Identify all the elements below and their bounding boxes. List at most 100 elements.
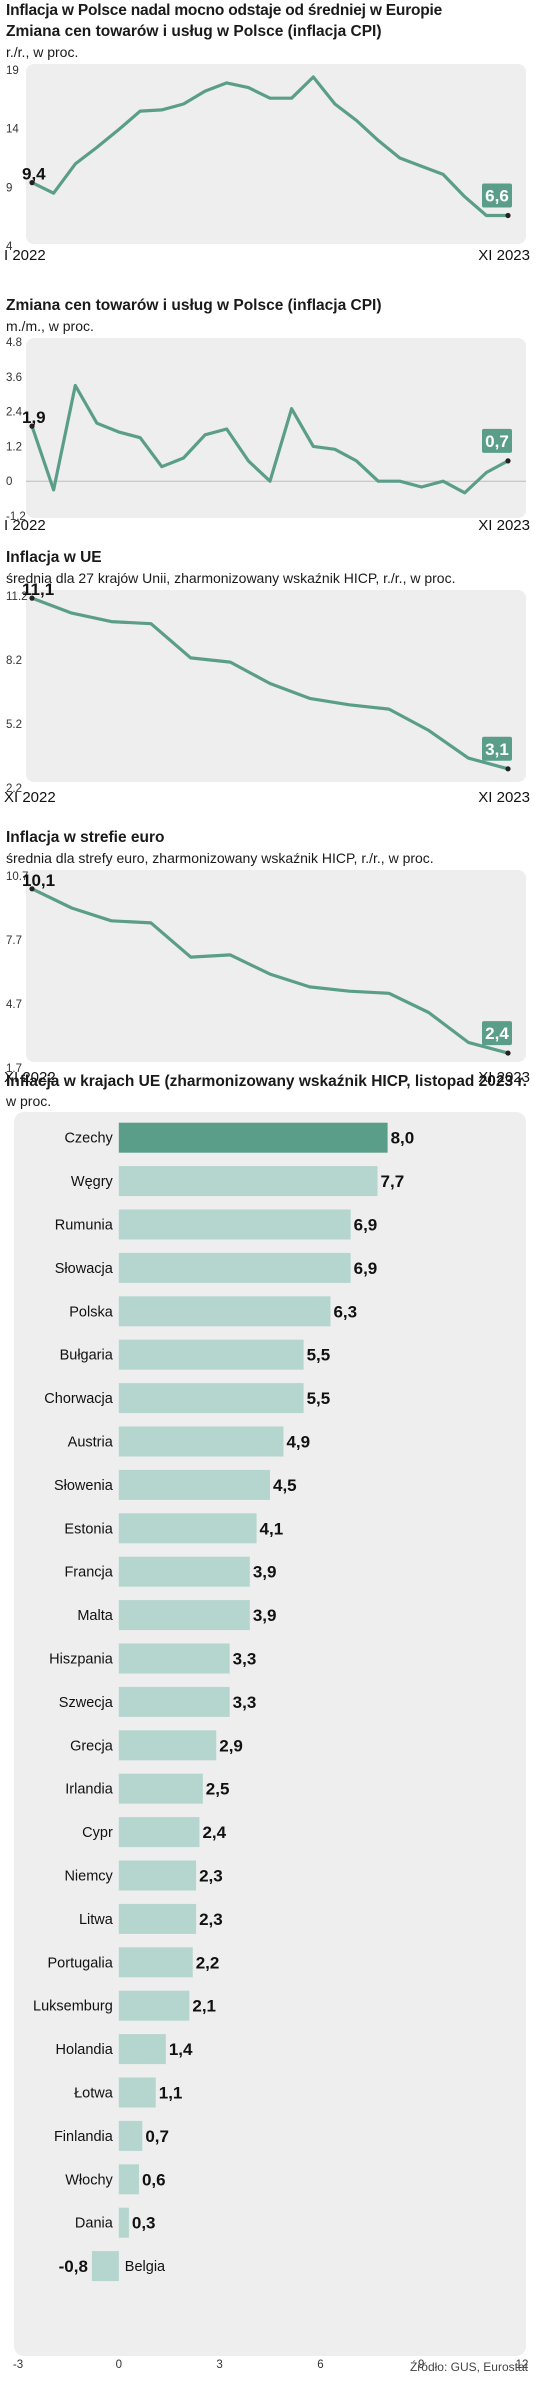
series-line [30, 887, 510, 1055]
bar [118, 1947, 193, 1978]
value-label: 3,9 [253, 1563, 277, 1582]
value-label: -0,8 [59, 2257, 88, 2276]
chart-title: Inflacja w strefie euro [6, 829, 165, 846]
category-label: Irlandia [65, 1782, 113, 1798]
y-tick-label: 8.2 [6, 655, 22, 667]
bar [118, 1426, 284, 1457]
x-end-label: XI 2023 [478, 517, 530, 534]
x-tick-label: 3 [216, 2359, 222, 2371]
value-label: 4,5 [273, 1476, 297, 1495]
chart-unit: średnia dla 27 krajów Unii, zharmonizowa… [6, 570, 456, 586]
y-tick-label: 10.7 [6, 871, 28, 883]
x-tick-label: -3 [13, 2359, 23, 2371]
y-tick-label: 4.7 [6, 999, 22, 1011]
series-line [30, 596, 510, 771]
category-label: Cypr [82, 1825, 113, 1841]
x-tick-label: 9 [418, 2359, 424, 2371]
bar [118, 1383, 304, 1414]
bar [118, 1773, 203, 1804]
category-label: Dania [75, 2216, 114, 2232]
bar [118, 1643, 230, 1674]
value-label: 2,3 [199, 1910, 223, 1929]
plot-background [26, 338, 526, 518]
y-tick-label: 2.4 [6, 407, 23, 419]
category-label: Luksemburg [33, 1999, 113, 2015]
x-end-label: XI 2023 [478, 789, 530, 806]
chart-unit: średnia dla strefy euro, zharmonizowany … [6, 850, 434, 866]
category-label: Niemcy [64, 1869, 113, 1885]
series-line [30, 75, 510, 218]
x-start-label: I 2022 [4, 247, 46, 264]
end-point [505, 766, 511, 772]
value-label: 6,9 [354, 1216, 378, 1235]
bar [118, 2034, 166, 2065]
value-label: 6,3 [333, 1302, 357, 1321]
category-label: Węgry [71, 1174, 114, 1190]
category-label: Francja [64, 1565, 113, 1581]
headline: Inflacja w Polsce nadal mocno odstaje od… [6, 2, 443, 19]
bar [91, 2251, 119, 2282]
category-label: Grecja [70, 1738, 114, 1754]
value-label: 2,9 [219, 1736, 243, 1755]
bar [118, 1903, 197, 1934]
chart-unit: w proc. [6, 1093, 52, 1109]
end-value-box [482, 428, 512, 453]
source-note: Źródło: GUS, Eurostat [409, 2360, 528, 2374]
x-end-label: XI 2023 [478, 1069, 530, 1086]
x-start-label: I 2022 [4, 517, 46, 534]
end-value-box [482, 736, 512, 761]
category-label: Bułgaria [60, 1348, 114, 1364]
y-tick-label: 1.2 [6, 441, 22, 453]
y-tick-label: 1.7 [6, 1063, 22, 1075]
value-label: 2,2 [196, 1953, 220, 1972]
category-label: Estonia [64, 1521, 113, 1537]
y-tick-label: 2.2 [6, 783, 22, 795]
start-point [29, 423, 35, 429]
value-label: 0,3 [132, 2214, 156, 2233]
value-label: 0,6 [142, 2170, 166, 2189]
chart-hicp-countries-plot: Czechy 8,0 Węgry 7,7 Rumunia 6,9 Słowacja 6,9 Po… [13, 1112, 529, 2371]
value-label: 4,1 [260, 1519, 284, 1538]
bar [118, 1686, 230, 1717]
bar [118, 1513, 257, 1544]
value-label: 5,5 [307, 1389, 331, 1408]
x-tick-label: 12 [516, 2359, 529, 2371]
y-tick-label: 3.6 [6, 372, 22, 384]
bar [118, 1817, 200, 1848]
bar [118, 2164, 139, 2195]
end-value-label: 3,1 [485, 740, 509, 759]
start-point [29, 595, 35, 601]
chart-cpi-mom-plot: 4.8 3.6 2.4 1.2 0 -1.2 1,9 0,7 I 2022 XI 2023 [4, 337, 530, 534]
value-label: 4,9 [286, 1433, 310, 1452]
value-label: 1,1 [159, 2084, 183, 2103]
value-label: 7,7 [381, 1172, 405, 1191]
y-tick-label: 19 [6, 65, 19, 77]
value-label: 2,3 [199, 1867, 223, 1886]
value-label: 3,9 [253, 1606, 277, 1625]
chart-title: Inflacja w UE [6, 549, 102, 566]
bar [118, 1600, 250, 1631]
category-label: Finlandia [54, 2129, 114, 2145]
end-value-label: 6,6 [485, 186, 509, 205]
end-point [505, 1050, 511, 1056]
start-point [29, 886, 35, 892]
bar [118, 1252, 351, 1283]
category-label: Szwecja [59, 1695, 114, 1711]
bar [118, 2120, 143, 2151]
x-tick-label: 0 [116, 2359, 122, 2371]
end-point [505, 212, 511, 219]
y-tick-label: 14 [6, 124, 19, 136]
value-label: 0,7 [145, 2127, 169, 2146]
bar [118, 1339, 304, 1370]
start-value-label: 1,9 [22, 408, 46, 427]
y-tick-label: 11.2 [6, 591, 28, 603]
y-tick-label: 5.2 [6, 719, 22, 731]
category-label: Włochy [65, 2172, 113, 2188]
y-tick-label: 4.8 [6, 337, 22, 349]
value-label: 5,5 [307, 1346, 331, 1365]
value-label: 3,3 [233, 1650, 257, 1669]
category-label: Litwa [79, 1912, 114, 1928]
bar [118, 1860, 197, 1891]
start-point [29, 180, 35, 186]
start-value-label: 11,1 [22, 580, 54, 599]
